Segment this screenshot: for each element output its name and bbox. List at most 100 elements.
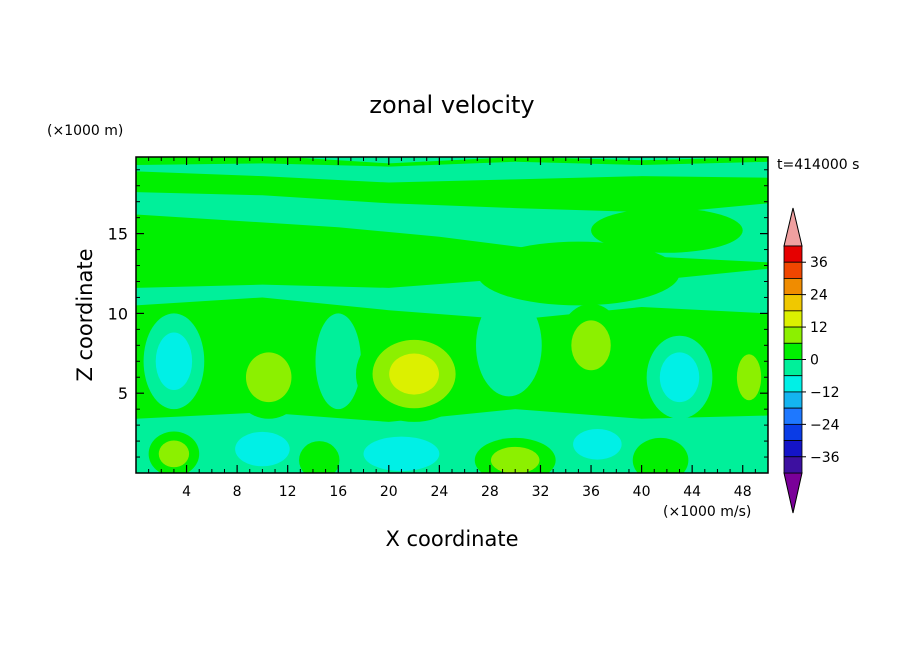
velocity-feature-12 — [728, 338, 768, 416]
velocity-feature-7 — [315, 313, 361, 410]
colorbar-max-triangle — [783, 207, 803, 247]
contour-level — [573, 428, 622, 460]
x-tick-label: 24 — [430, 484, 448, 500]
velocity-feature-18 — [477, 241, 680, 306]
colorbar-cell — [783, 423, 803, 441]
colorbar-cell — [783, 359, 803, 377]
velocity-feature-3 — [556, 418, 638, 470]
velocity-feature-13 — [148, 431, 200, 473]
svg-text:−36: −36 — [810, 450, 840, 466]
x-tick: 36 — [582, 157, 600, 500]
velocity-feature-1 — [338, 425, 465, 473]
colorbar-cell — [783, 440, 803, 458]
x-tick-label: 40 — [633, 484, 651, 500]
x-tick-label: 48 — [734, 484, 752, 500]
y-axis-label: Z coordinate — [73, 248, 97, 381]
y-tick: 5 — [118, 384, 768, 403]
x-tick: 12 — [279, 157, 297, 500]
y-axis-ticks: 5 10 15 — [108, 169, 768, 458]
x-tick-label: 20 — [380, 484, 398, 500]
x-tick: 32 — [532, 157, 550, 500]
colorbar-cell — [783, 245, 803, 263]
contour-level — [571, 320, 611, 371]
colorbar-cell — [783, 391, 803, 409]
x-tick: 28 — [481, 157, 499, 500]
x-tick: 44 — [683, 157, 701, 500]
colorbar-cell — [783, 261, 803, 279]
colorbar-cell — [783, 375, 803, 393]
colorbar-cell — [783, 326, 803, 344]
x-tick-label: 28 — [481, 484, 499, 500]
velocity-feature-14 — [299, 441, 340, 473]
colorbar-cell — [783, 278, 803, 296]
colorbar-cell — [783, 456, 803, 474]
velocity-feature-11 — [558, 303, 624, 387]
contour-level — [591, 208, 743, 253]
y-tick-label: 5 — [118, 384, 128, 403]
svg-text:36: 36 — [810, 255, 828, 271]
colorbar-label: 0 — [802, 353, 819, 369]
velocity-band-0 — [136, 171, 768, 213]
x-tick-label: 16 — [329, 484, 347, 500]
velocity-feature-16 — [632, 437, 689, 473]
colorbar-min-triangle — [783, 472, 803, 514]
contour-level — [389, 353, 439, 395]
contour-level — [158, 440, 190, 468]
velocity-feature-17 — [591, 208, 743, 253]
x-tick-label: 44 — [683, 484, 701, 500]
svg-text:12: 12 — [810, 320, 828, 336]
colorbar-label: 12 — [802, 320, 828, 336]
x-tick: 16 — [329, 157, 347, 500]
y-tick-label: 15 — [108, 225, 128, 244]
y-unit-label: (×1000 m) — [47, 123, 123, 139]
x-tick: 48 — [734, 157, 752, 500]
plot-area — [136, 157, 768, 473]
colorbar-label: 36 — [802, 255, 828, 271]
x-tick: 24 — [430, 157, 448, 500]
contour-level — [736, 354, 762, 401]
colorbar-label: −36 — [802, 450, 840, 466]
x-tick: 20 — [380, 157, 398, 500]
velocity-feature-9 — [355, 326, 473, 422]
contour-level — [490, 446, 540, 473]
contour-level — [477, 241, 680, 306]
svg-text:0: 0 — [810, 353, 819, 369]
x-axis-label: X coordinate — [385, 527, 518, 551]
colorbar-cell — [783, 407, 803, 425]
colorbar-label: −24 — [802, 417, 840, 433]
svg-text:−24: −24 — [810, 417, 840, 433]
velocity-feature-2 — [216, 420, 308, 473]
velocity-feature-10 — [230, 335, 307, 419]
velocity-band-2 — [136, 157, 768, 167]
y-tick: 15 — [108, 225, 768, 244]
y-tick-label: 10 — [108, 304, 128, 323]
x-tick: 4 — [182, 157, 191, 500]
x-tick: 40 — [633, 157, 651, 500]
contour-level — [476, 294, 542, 397]
x-tick: 8 — [233, 157, 242, 500]
x-tick-label: 8 — [233, 484, 242, 500]
contour-level — [245, 352, 292, 403]
contour-level — [235, 431, 290, 467]
x-tick-label: 12 — [279, 484, 297, 500]
contour-level — [299, 441, 340, 473]
contour-level — [155, 332, 193, 391]
contour-level — [632, 437, 689, 473]
colorbar-label: −12 — [802, 385, 840, 401]
colorbar-label: 24 — [802, 288, 828, 304]
chart-title: zonal velocity — [369, 91, 534, 119]
time-label: t=414000 s — [777, 157, 859, 173]
colorbar-cell — [783, 310, 803, 328]
colorbar: 36 24 12 0 −12 −24 −36 — [783, 207, 840, 514]
velocity-feature-6 — [143, 313, 205, 410]
x-tick-label: 4 — [182, 484, 191, 500]
contour-level — [363, 436, 440, 472]
colorbar-cell — [783, 294, 803, 312]
x-tick-label: 32 — [532, 484, 550, 500]
velocity-feature-5 — [646, 335, 713, 419]
svg-text:24: 24 — [810, 288, 828, 304]
contour-level — [659, 352, 700, 403]
y-tick: 10 — [108, 304, 768, 323]
contour-level — [679, 418, 756, 470]
